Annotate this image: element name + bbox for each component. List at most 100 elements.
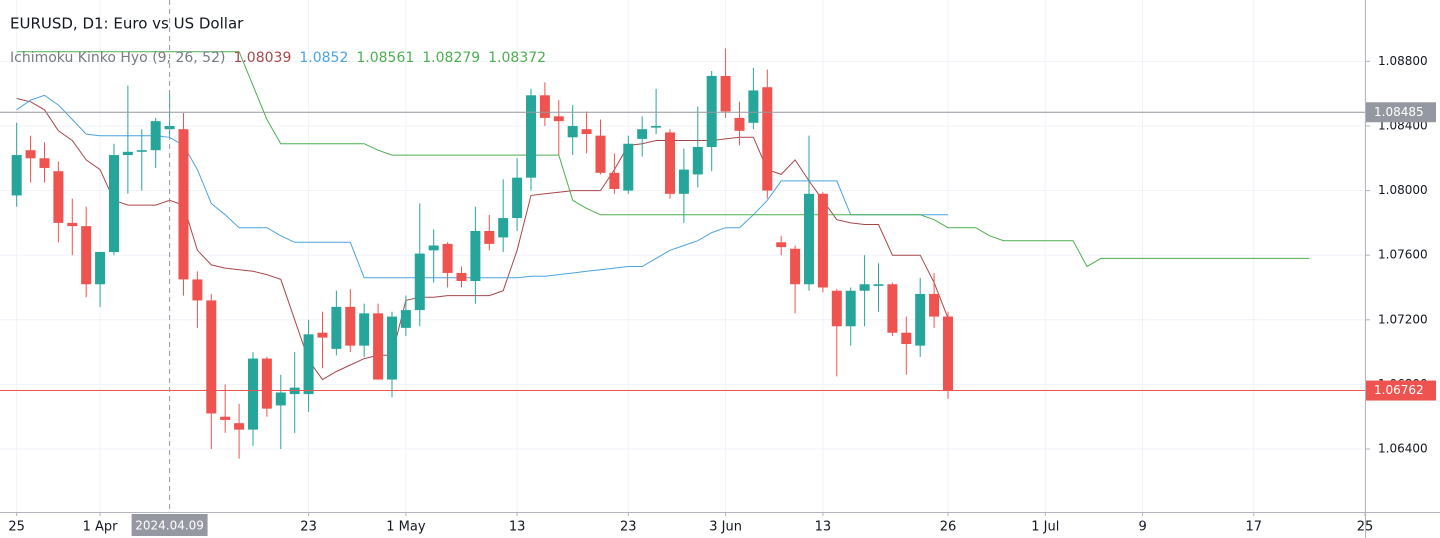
x-tick-label: 25 <box>1357 520 1374 535</box>
x-tick-label: 3 Jun <box>709 520 742 535</box>
indicator-lines <box>16 51 1310 381</box>
candle-body <box>873 284 884 286</box>
candle-body <box>470 230 481 282</box>
candle-body <box>136 150 147 152</box>
candle-body <box>706 75 717 147</box>
x-tick-label: 1 Jul <box>1031 520 1059 535</box>
last-price-box <box>1366 380 1436 401</box>
candle-body <box>122 151 133 156</box>
candle-body <box>887 284 898 333</box>
candle-body <box>456 272 467 282</box>
x-tick-label: 26 <box>940 520 957 535</box>
candle-body <box>498 218 509 238</box>
x-tick-label: 17 <box>1246 520 1263 535</box>
candle-body <box>234 423 245 430</box>
candle-body <box>261 358 272 409</box>
crosshair-price-label: 1.08485 <box>1374 105 1424 119</box>
candle-body <box>25 150 36 159</box>
x-tick-label: 23 <box>620 520 637 535</box>
candle-body <box>539 95 550 118</box>
candle-body <box>817 193 828 288</box>
candle-body <box>609 172 620 189</box>
y-tick-label: 1.08800 <box>1378 54 1428 68</box>
candle-body <box>428 245 439 251</box>
candle-body <box>345 306 356 346</box>
candle-body <box>762 87 773 191</box>
candle-body <box>220 416 231 420</box>
indicator-value: 1.08279 <box>422 50 480 66</box>
candle-body <box>831 290 842 327</box>
x-tick-label: 13 <box>509 520 526 535</box>
overlay <box>0 0 1365 512</box>
candle-body <box>373 313 384 380</box>
candle-body <box>845 290 856 327</box>
candle-body <box>901 332 912 345</box>
candle-body <box>484 230 495 244</box>
candle-body <box>108 155 119 252</box>
candle-body <box>567 125 578 138</box>
candle-body <box>386 316 397 380</box>
candle-body <box>692 146 703 175</box>
indicator-line <box>16 98 949 381</box>
x-tick-label: 13 <box>815 520 832 535</box>
candle-body <box>206 300 217 414</box>
candle-body <box>53 171 64 223</box>
candle-body <box>595 135 606 173</box>
indicator-value: 1.08372 <box>488 50 546 66</box>
candle-body <box>178 129 189 280</box>
y-tick-label: 1.08000 <box>1378 183 1428 197</box>
candle-body <box>664 132 675 194</box>
x-tick-label: 1 May <box>386 520 426 535</box>
candle-body <box>525 95 536 178</box>
candle-body <box>303 334 314 395</box>
indicator-name: Ichimoku Kinko Hyo (9, 26, 52) <box>10 50 225 66</box>
candle-body <box>859 284 870 291</box>
candle-body <box>331 306 342 349</box>
indicator-value: 1.08561 <box>356 50 414 66</box>
candle-body <box>150 121 161 151</box>
candle-body <box>790 248 801 285</box>
crosshair-price-box <box>1366 102 1436 123</box>
candle-body <box>11 155 22 196</box>
indicator-value: 1.08039 <box>233 50 291 66</box>
candle-body <box>651 125 662 128</box>
x-tick-label: 25 <box>8 520 25 535</box>
crosshair-date-box <box>131 514 208 536</box>
candle-body <box>776 242 787 248</box>
crosshair-date-label: 2024.04.09 <box>135 519 204 533</box>
y-tick-label: 1.06400 <box>1378 442 1428 456</box>
candle-body <box>623 143 634 191</box>
candle-body <box>95 251 106 285</box>
candle-body <box>400 310 411 328</box>
candle-body <box>929 293 940 317</box>
candle-body <box>247 358 258 430</box>
indicator-value: 1.0852 <box>299 50 348 66</box>
x-tick-label: 9 <box>1138 520 1146 535</box>
candle-body <box>317 332 328 338</box>
indicator-line <box>16 94 948 279</box>
last-price-label: 1.06762 <box>1374 383 1424 397</box>
indicator-line <box>16 51 1310 268</box>
chart-title: EURUSD, D1: Euro vs US Dollar <box>10 15 244 33</box>
candle-body <box>39 158 50 168</box>
candle-body <box>414 253 425 311</box>
candle-body <box>442 243 453 273</box>
candle-body <box>734 117 745 131</box>
candle-body <box>359 313 370 346</box>
x-tick-label: 23 <box>300 520 317 535</box>
candle-body <box>81 226 92 285</box>
candle-body <box>748 90 759 123</box>
candle-body <box>512 177 523 219</box>
x-tick-label: 1 Apr <box>83 520 119 535</box>
candle-body <box>803 193 814 285</box>
indicator-legend: Ichimoku Kinko Hyo (9, 26, 52) 1.08039 1.0… <box>10 50 546 66</box>
candle-body <box>720 75 731 112</box>
candle-body <box>275 392 286 406</box>
candle-body <box>678 169 689 194</box>
candles <box>11 48 953 459</box>
candle-body <box>637 129 648 139</box>
candle-body <box>192 279 203 301</box>
candle-body <box>942 316 953 391</box>
